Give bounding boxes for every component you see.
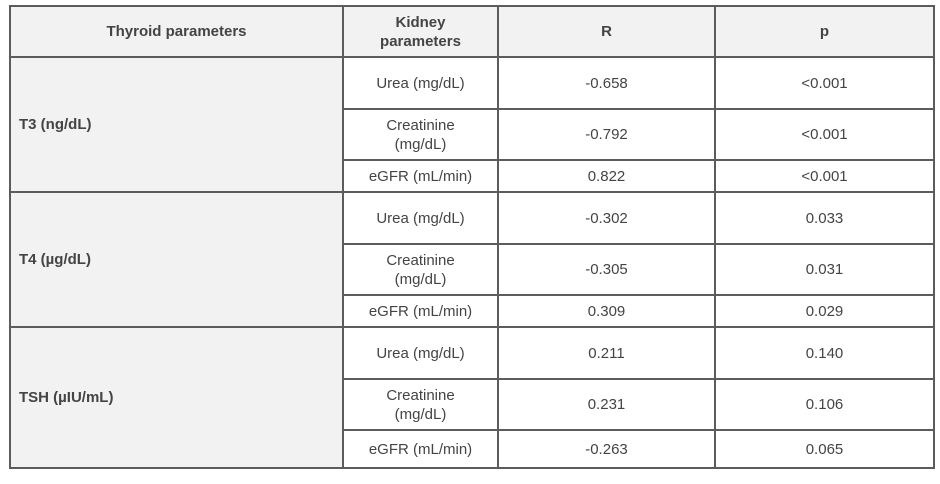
table-row: Creatinine (mg/dL) -0.305 0.031	[10, 243, 935, 296]
cell-text: 0.106	[805, 396, 844, 413]
header-text: Kidney parameters	[380, 13, 461, 50]
cell-text: <0.001	[801, 126, 848, 143]
table-cell: 0.106	[714, 378, 935, 431]
table-cell: 0.309	[497, 294, 716, 328]
cell-text: 0.029	[805, 302, 844, 320]
table-cell: 0.211	[497, 326, 716, 380]
cell-text: -0.302	[585, 209, 628, 227]
table-cell: -0.302	[497, 191, 716, 245]
table-cell: eGFR (mL/min)	[342, 294, 499, 328]
cell-text: 0.033	[805, 209, 844, 227]
table-cell: -0.658	[497, 56, 716, 110]
table-cell: <0.001	[714, 108, 935, 161]
table-row: T4 (µg/dL) Urea (mg/dL) -0.302 0.033	[9, 191, 935, 328]
table-cell: eGFR (mL/min)	[342, 429, 499, 469]
cell-text: <0.001	[801, 167, 848, 185]
cell-text: -0.305	[585, 261, 628, 278]
cell-text: 0.065	[805, 440, 844, 458]
cell-text: eGFR (mL/min)	[368, 302, 473, 320]
table-cell: Creatinine (mg/dL)	[342, 378, 499, 431]
table-row: Creatinine (mg/dL) 0.231 0.106	[10, 378, 935, 431]
table-cell: eGFR (mL/min)	[342, 159, 499, 193]
header-cell: Kidney parameters	[342, 5, 499, 58]
header-text: p	[819, 23, 830, 40]
cell-text: -0.263	[585, 440, 628, 458]
table-cell: 0.065	[714, 429, 935, 469]
cell-text: -0.792	[585, 126, 628, 143]
cell-text: -0.658	[585, 74, 628, 92]
cell-text: Urea (mg/dL)	[376, 344, 465, 362]
cell-text: Urea (mg/dL)	[376, 74, 465, 92]
table-body: T3 (ng/dL) Urea (mg/dL) -0.658 <0.001 Creati…	[9, 56, 935, 469]
header-text: R	[601, 23, 612, 40]
header-cell: Thyroid parameters	[9, 5, 344, 58]
group-label: TSH (µIU/mL)	[9, 326, 344, 469]
header-cell: p	[714, 5, 935, 58]
table-row: eGFR (mL/min) -0.263 0.065	[10, 429, 935, 469]
table-cell: 0.029	[714, 294, 935, 328]
table-cell: Creatinine (mg/dL)	[342, 243, 499, 296]
table-cell: Urea (mg/dL)	[342, 326, 499, 380]
table-row: TSH (µIU/mL) Urea (mg/dL) 0.211 0.140	[9, 326, 935, 469]
group-label: T4 (µg/dL)	[9, 191, 344, 328]
table-row: eGFR (mL/min) 0.309 0.029	[10, 294, 935, 328]
table-cell: -0.263	[497, 429, 716, 469]
cell-text: 0.309	[587, 302, 626, 320]
table-row: eGFR (mL/min) 0.822 <0.001	[10, 159, 935, 193]
cell-text: <0.001	[801, 74, 848, 92]
header-cell: R	[497, 5, 716, 58]
cell-text: 0.822	[587, 167, 626, 185]
table-cell: 0.231	[497, 378, 716, 431]
cell-text: Creatinine (mg/dL)	[386, 386, 455, 423]
table-cell: 0.140	[714, 326, 935, 380]
cell-text: Urea (mg/dL)	[376, 209, 465, 227]
cell-text: 0.031	[805, 261, 844, 278]
table-cell: <0.001	[714, 56, 935, 110]
cell-text: Creatinine (mg/dL)	[386, 251, 455, 288]
table-cell: -0.792	[497, 108, 716, 161]
group-label: T3 (ng/dL)	[9, 56, 344, 193]
cell-text: eGFR (mL/min)	[368, 440, 473, 458]
table-cell: Creatinine (mg/dL)	[342, 108, 499, 161]
table-cell: 0.822	[497, 159, 716, 193]
cell-text: 0.231	[587, 396, 626, 413]
table-cell: Urea (mg/dL)	[342, 56, 499, 110]
table-cell: 0.033	[714, 191, 935, 245]
table-cell: -0.305	[497, 243, 716, 296]
cell-text: Creatinine (mg/dL)	[386, 116, 455, 153]
cell-text: eGFR (mL/min)	[368, 167, 473, 185]
cell-text: 0.211	[588, 344, 625, 362]
header-text: Thyroid parameters	[106, 23, 247, 40]
table-row: Creatinine (mg/dL) -0.792 <0.001	[10, 108, 935, 161]
table-cell: Urea (mg/dL)	[342, 191, 499, 245]
table-cell: <0.001	[714, 159, 935, 193]
table-row: T3 (ng/dL) Urea (mg/dL) -0.658 <0.001	[9, 56, 935, 193]
table-cell: 0.031	[714, 243, 935, 296]
cell-text: 0.140	[805, 344, 844, 362]
